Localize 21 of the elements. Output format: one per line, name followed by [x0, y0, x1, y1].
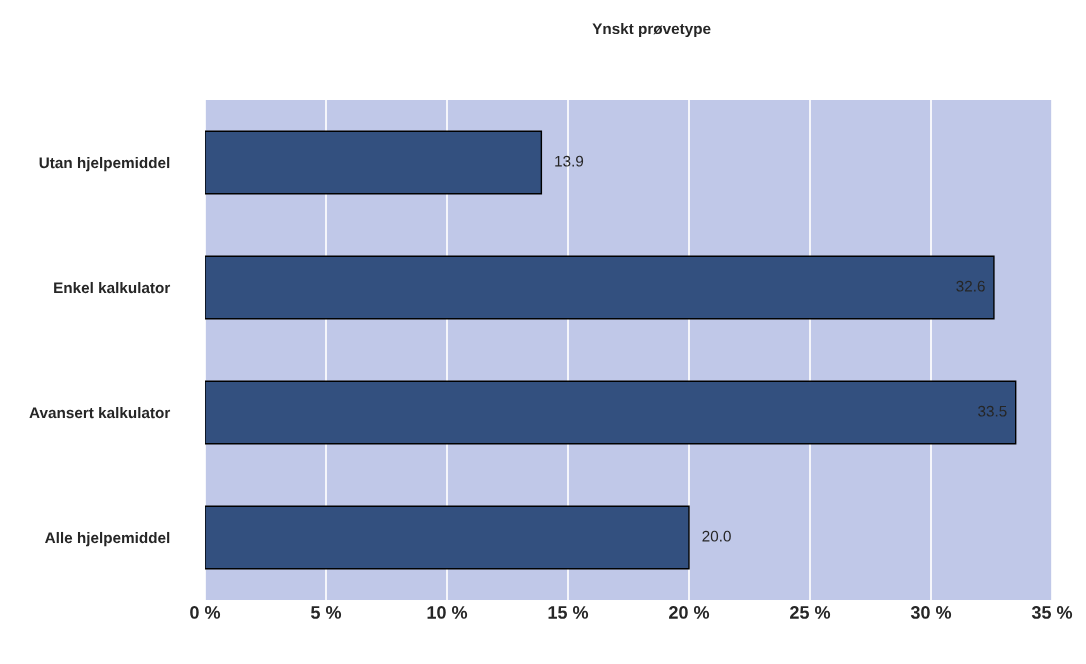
- x-tick-label: 10 %: [427, 606, 468, 619]
- y-tick-label: Avansert kalkulator: [29, 406, 171, 419]
- x-tick-label: 0 %: [190, 606, 221, 619]
- x-tick-label: 20 %: [669, 606, 710, 619]
- y-tick-label: Utan hjelpemiddel: [39, 156, 170, 172]
- data-label: 20.0: [702, 530, 731, 542]
- x-tick-label: 5 %: [311, 606, 342, 619]
- bar: [205, 505, 690, 570]
- chart-title: Ynskt prøvetype: [592, 22, 711, 38]
- bar: [205, 255, 995, 320]
- data-label: 13.9: [555, 155, 584, 167]
- x-tick-label: 15 %: [548, 606, 589, 619]
- data-label: 32.6: [956, 280, 985, 292]
- bar: [205, 130, 543, 195]
- y-tick-label: Alle hjelpemiddel: [45, 531, 170, 547]
- y-tick-label: Enkel kalkulator: [54, 281, 171, 294]
- bar: [205, 380, 1017, 445]
- x-tick-label: 30 %: [910, 606, 952, 619]
- x-tick-label: 25 %: [790, 606, 831, 619]
- x-tick-label: 35 %: [1031, 606, 1073, 619]
- data-label: 33.5: [978, 405, 1007, 417]
